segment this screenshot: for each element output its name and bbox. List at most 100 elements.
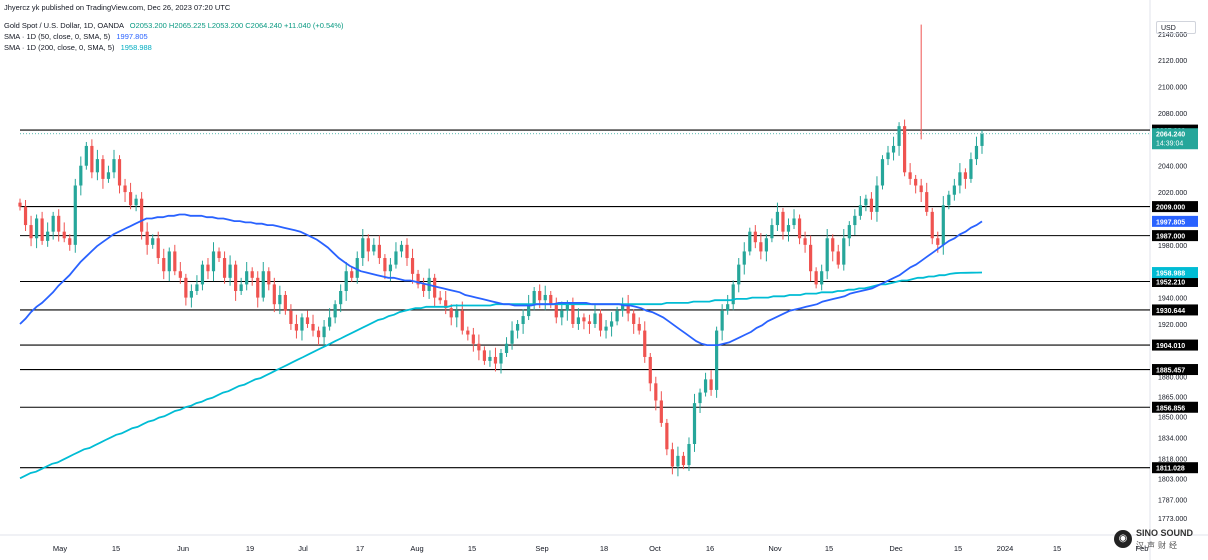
- candle-body: [836, 251, 840, 265]
- candle-body: [377, 244, 381, 259]
- price-tick-label: 1803.000: [1158, 476, 1187, 483]
- sma200-legend[interactable]: SMA · 1D (200, close, 0, SMA, 5) 1958.98…: [4, 43, 152, 52]
- price-tick-label: 2140.000: [1158, 32, 1187, 39]
- sma50-legend[interactable]: SMA · 1D (50, close, 0, SMA, 5) 1997.805: [4, 32, 148, 41]
- logo-text: SINO SOUND: [1136, 528, 1194, 538]
- candle-body: [250, 271, 254, 278]
- last-price-label: 2064.240: [1156, 132, 1185, 139]
- candle-body: [482, 350, 487, 361]
- candle-body: [372, 244, 376, 252]
- candle-body: [466, 330, 470, 335]
- level-price-tag: [1152, 275, 1198, 287]
- candle-body: [538, 291, 542, 301]
- candle-body: [809, 244, 813, 272]
- time-tick-label: 18: [600, 544, 608, 553]
- candle-body: [698, 392, 702, 404]
- symbol-line: Gold Spot / U.S. Dollar, 1D, OANDA O2053…: [4, 21, 344, 30]
- price-tick-label: 1940.000: [1158, 296, 1187, 303]
- candle-body: [692, 403, 697, 444]
- candle-body: [444, 300, 448, 309]
- candle-body: [775, 211, 780, 226]
- candle-body: [123, 185, 127, 193]
- candle-body: [560, 310, 564, 318]
- candle-body: [659, 400, 663, 423]
- time-tick-label: 17: [356, 544, 364, 553]
- symbol-title: Gold Spot / U.S. Dollar, 1D, OANDA: [4, 21, 124, 30]
- sma50-price-tag: [1152, 215, 1198, 227]
- candle-body: [366, 238, 370, 252]
- time-tick-label: 15: [825, 544, 833, 553]
- candle-body: [510, 330, 514, 344]
- price-tick-label: 1980.000: [1158, 243, 1187, 250]
- time-tick-label: Dec: [889, 544, 903, 553]
- price-tick-label: 2020.000: [1158, 190, 1187, 197]
- candle-body: [134, 198, 138, 206]
- candle-body: [947, 194, 951, 206]
- level-price-label: 1930.644: [1156, 308, 1185, 315]
- candle-body: [521, 316, 525, 324]
- candle-body: [477, 343, 481, 351]
- candles: [18, 24, 984, 477]
- candle-body: [206, 264, 210, 272]
- candle-body: [211, 251, 216, 272]
- candle-body: [493, 356, 498, 364]
- price-tick-label: 1787.000: [1158, 497, 1187, 504]
- candle-body: [438, 297, 442, 301]
- candle-body: [952, 185, 956, 195]
- candle-body: [40, 218, 44, 241]
- candle-body: [145, 231, 149, 245]
- candle-body: [189, 291, 193, 298]
- candle-body: [593, 313, 597, 324]
- sma200-price-tag-label: 1958.988: [1156, 271, 1185, 278]
- candle-body: [582, 317, 586, 322]
- candle-body: [200, 264, 205, 285]
- price-tick-label: 1865.000: [1158, 395, 1187, 402]
- candle-body: [106, 172, 111, 179]
- candle-body: [112, 159, 116, 173]
- candle-body: [62, 231, 66, 239]
- candle-body: [455, 310, 459, 318]
- candle-body: [178, 271, 182, 278]
- time-tick-label: 15: [954, 544, 962, 553]
- candle-body: [68, 238, 72, 245]
- candle-body: [941, 205, 945, 245]
- candle-body: [90, 145, 94, 173]
- moving-averages: [19, 213, 983, 480]
- candle-body: [73, 185, 77, 245]
- candle-body: [151, 238, 155, 245]
- candle-body: [609, 321, 614, 327]
- candle-body: [626, 304, 630, 314]
- candle-body: [294, 323, 299, 331]
- price-axis: 2140.000 2120.000 2100.000 2080.000 2040.000…: [1152, 32, 1198, 523]
- level-price-label: 1856.856: [1156, 405, 1185, 412]
- candle-body: [527, 304, 531, 317]
- candle-body: [405, 244, 409, 259]
- time-tick-label: 15: [468, 544, 476, 553]
- candle-body: [554, 304, 558, 318]
- time-tick-label: Jul: [298, 544, 308, 553]
- candle-body: [305, 317, 310, 324]
- candle-body: [289, 310, 293, 324]
- time-tick-label: 15: [112, 544, 120, 553]
- candle-body: [278, 294, 282, 305]
- logo-mark-icon: ◉: [1114, 530, 1132, 548]
- candle-body: [311, 323, 315, 331]
- candle-body: [742, 251, 746, 265]
- sma50-line: [19, 213, 983, 346]
- currency-selector[interactable]: USD: [1156, 21, 1196, 34]
- level-price-tag: [1152, 230, 1198, 242]
- candle-body: [162, 258, 166, 272]
- candle-body: [101, 159, 105, 179]
- horizontal-levels: [20, 129, 1150, 469]
- candle-body: [875, 185, 879, 212]
- time-tick-label: 19: [246, 544, 254, 553]
- candle-body: [847, 225, 851, 239]
- candle-body: [753, 231, 757, 243]
- candle-body: [831, 238, 835, 252]
- candle-body: [316, 330, 321, 338]
- candle-body: [925, 192, 929, 212]
- price-tick-label: 1850.000: [1158, 414, 1187, 421]
- sma200-price-tag: [1152, 267, 1198, 279]
